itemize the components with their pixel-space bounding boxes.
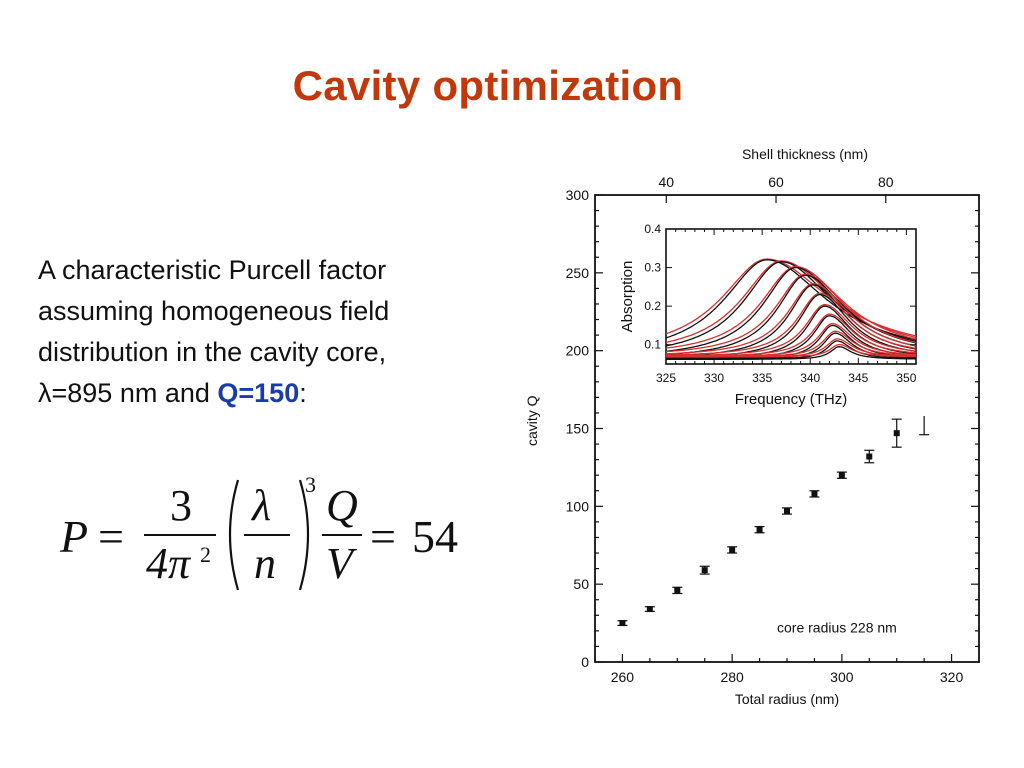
y-tick-label: 150 xyxy=(566,421,590,437)
y-tick-label: 50 xyxy=(573,576,589,592)
point-marker xyxy=(619,620,626,627)
inset-chart-absorption: 325 330 335 340 345 350 0.1 0.2 0.3 0.4 Frequency … xyxy=(619,215,932,416)
formula-v: V xyxy=(326,539,353,588)
fit-curve-4 xyxy=(665,273,917,353)
absorption-curve-3 xyxy=(665,266,917,352)
slide-title: Cavity optimization xyxy=(292,62,684,109)
main-chart-q-vs-radius: 260 280 300 320 0 50 100 150 200 250 300 40 60 80 Tota… xyxy=(524,146,980,707)
formula-outer-exponent: 3 xyxy=(305,472,316,497)
description-line-2: assuming homogeneous field xyxy=(38,296,390,326)
y-tick-label: 100 xyxy=(566,498,590,514)
inset-x-tick-label: 340 xyxy=(800,371,820,385)
data-point xyxy=(782,507,792,515)
formula-denominator: 4π xyxy=(146,539,191,588)
fit-curve-12 xyxy=(666,343,917,358)
description-text: A characteristic Purcell factor assuming… xyxy=(38,250,508,414)
data-point xyxy=(809,490,820,498)
formula-p: P xyxy=(60,511,89,562)
inset-y-tick-label: 0.2 xyxy=(644,299,661,313)
formula-denominator-exponent: 2 xyxy=(200,542,211,567)
formula-equals-2: = xyxy=(370,511,396,562)
inset-y-tick-label: 0.4 xyxy=(644,222,661,236)
formula-lambda: λ xyxy=(252,481,272,530)
inset-x-tick-label: 345 xyxy=(848,371,868,385)
formula-numerator-3: 3 xyxy=(170,481,192,530)
chart: 260 280 300 320 0 50 100 150 200 250 300 40 60 80 Tota… xyxy=(524,146,980,707)
data-point xyxy=(754,525,765,534)
point-marker xyxy=(866,453,873,460)
y-tick-label: 250 xyxy=(566,265,590,281)
point-marker xyxy=(893,430,900,437)
x2-tick-label: 60 xyxy=(768,174,784,190)
point-marker xyxy=(838,472,845,479)
point-marker xyxy=(729,546,736,553)
y-axis-label: cavity Q xyxy=(524,395,540,446)
x-tick-label: 280 xyxy=(720,669,744,685)
fit-curve-6 xyxy=(665,292,917,356)
fit-curve-5 xyxy=(665,283,917,355)
formula-fraction-bar-2 xyxy=(244,534,290,536)
formula-fraction-bar-1 xyxy=(144,534,216,536)
data-point xyxy=(672,586,683,595)
x2-axis-label: Shell thickness (nm) xyxy=(742,146,868,162)
x-tick-label: 320 xyxy=(940,669,964,685)
formula-q: Q xyxy=(326,481,358,530)
data-point xyxy=(836,471,847,479)
annotation-core-radius: core radius 228 nm xyxy=(777,619,897,635)
fit-curve-3 xyxy=(665,265,917,349)
data-point xyxy=(699,565,710,575)
description-line-3: distribution in the cavity core, xyxy=(38,337,387,367)
inset-y-axis-label: Absorption xyxy=(619,261,636,333)
x-tick-label: 260 xyxy=(611,669,635,685)
x-tick-label: 300 xyxy=(830,669,854,685)
fit-curve-7 xyxy=(666,304,917,357)
formula-parentheses xyxy=(228,479,310,591)
data-point xyxy=(864,449,875,464)
point-marker xyxy=(811,490,818,497)
point-marker xyxy=(756,526,763,533)
y-tick-label: 0 xyxy=(581,654,589,670)
inset-x-tick-label: 325 xyxy=(656,371,676,385)
formula-n: n xyxy=(254,539,276,588)
y-tick-label: 300 xyxy=(566,187,590,203)
data-point xyxy=(891,418,902,448)
inset-y-tick-label: 0.1 xyxy=(644,338,661,352)
formula-equals-1: = xyxy=(98,511,124,562)
description-line-4: λ=895 nm and Q=150: xyxy=(38,373,508,414)
description-line-1: A characteristic Purcell factor xyxy=(38,255,387,285)
formula-result: 54 xyxy=(412,511,458,562)
colon: : xyxy=(299,378,307,408)
wavelength-text: =895 nm and xyxy=(51,378,218,408)
inset-x-axis-label: Frequency (THz) xyxy=(735,391,848,408)
point-marker xyxy=(674,587,681,594)
point-marker xyxy=(646,606,653,613)
data-point xyxy=(617,620,628,627)
x2-tick-label: 40 xyxy=(659,174,675,190)
point-marker xyxy=(784,508,790,515)
lambda-symbol: λ xyxy=(38,378,52,408)
inset-x-tick-label: 350 xyxy=(896,371,916,385)
y-tick-label: 200 xyxy=(566,343,590,359)
x-axis-label: Total radius (nm) xyxy=(735,691,839,707)
absorption-curve-12 xyxy=(666,346,916,360)
data-point xyxy=(644,606,655,613)
purcell-formula: P = 3 4π 2 λ n 3 Q V = 54 xyxy=(60,468,480,608)
inset-y-tick-label: 0.3 xyxy=(644,261,661,275)
inset-x-tick-label: 330 xyxy=(704,371,724,385)
formula-fraction-bar-3 xyxy=(322,534,362,536)
x2-tick-label: 80 xyxy=(878,174,894,190)
q-value-highlight: Q=150 xyxy=(217,378,300,408)
inset-x-tick-label: 335 xyxy=(752,371,772,385)
point-marker xyxy=(701,567,708,574)
data-point xyxy=(727,546,738,554)
